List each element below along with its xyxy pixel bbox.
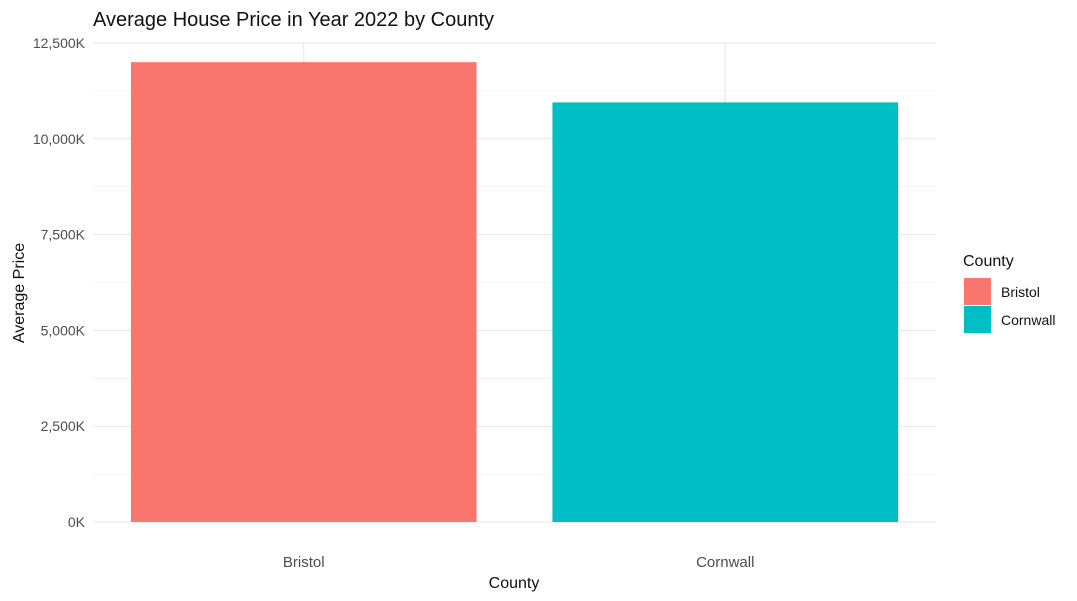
x-tick-label: Cornwall	[696, 554, 754, 571]
legend: County Bristol Cornwall	[963, 253, 1055, 333]
bar-cornwall	[552, 102, 899, 523]
legend-label-bristol: Bristol	[1001, 284, 1040, 300]
y-axis-title: Average Price	[11, 243, 28, 343]
y-tick-label: 5,000K	[41, 322, 86, 338]
chart-title: Average House Price in Year 2022 by Coun…	[93, 9, 494, 31]
y-tick-label: 0K	[68, 514, 86, 530]
y-tick-label: 10,000K	[33, 131, 86, 147]
legend-swatch-bristol	[964, 278, 991, 305]
legend-label-cornwall: Cornwall	[1001, 312, 1055, 328]
legend-title: County	[963, 253, 1014, 270]
bar-bristol	[130, 62, 477, 522]
y-tick-label: 7,500K	[41, 227, 86, 243]
x-tick-label: Bristol	[283, 554, 325, 571]
y-tick-label: 12,500K	[33, 35, 86, 51]
y-ticks-layer: 0K 2,500K 5,000K 7,500K 10,000K 12,500K	[33, 35, 86, 530]
x-axis-title: County	[489, 575, 540, 592]
y-tick-label: 2,500K	[41, 418, 86, 434]
legend-items: Bristol Cornwall	[964, 278, 1055, 333]
x-ticks-layer: Bristol Cornwall	[283, 554, 755, 571]
legend-swatch-cornwall	[964, 306, 991, 333]
bars-layer	[130, 62, 899, 523]
